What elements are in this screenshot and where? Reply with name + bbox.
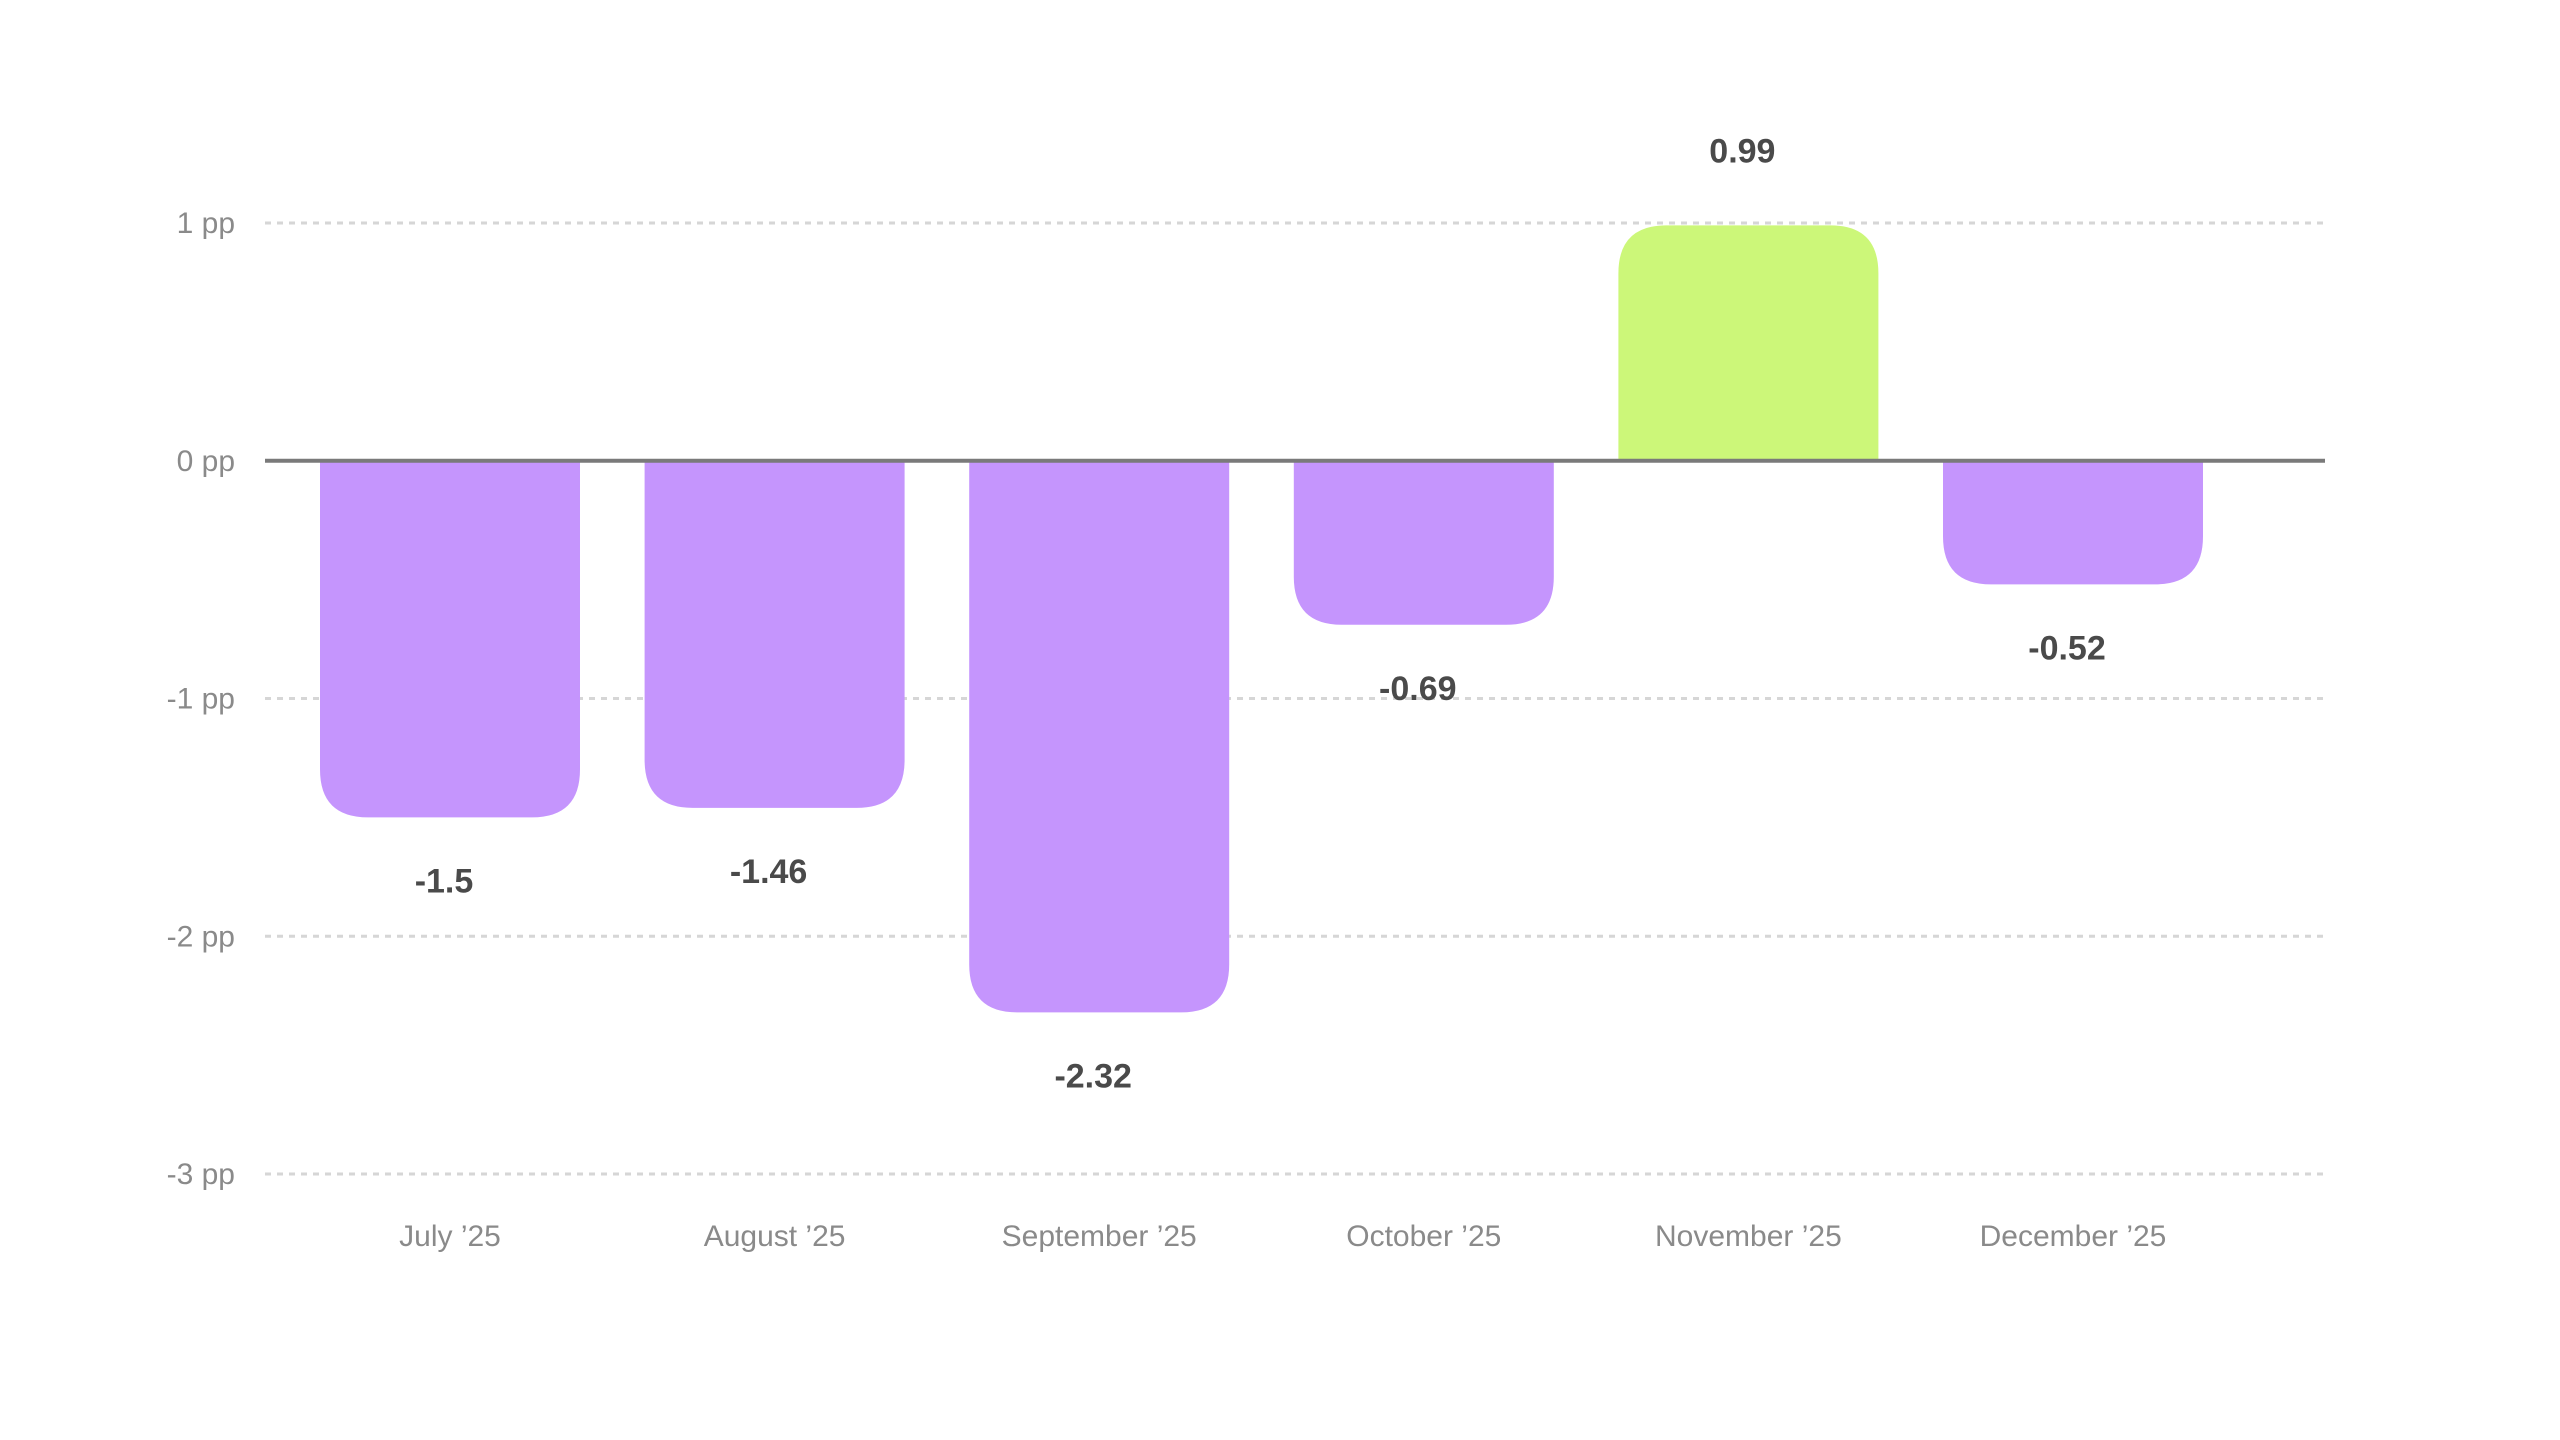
y-tick-label: 1 pp bbox=[177, 207, 235, 240]
x-tick-label: September ’25 bbox=[1002, 1220, 1197, 1253]
value-label: -0.69 bbox=[1379, 670, 1457, 708]
y-tick-label: -1 pp bbox=[167, 683, 235, 716]
bars bbox=[320, 225, 2203, 1013]
bar bbox=[1618, 225, 1879, 461]
x-tick-label: November ’25 bbox=[1655, 1220, 1842, 1253]
gridlines bbox=[265, 221, 2325, 1176]
value-label: -1.46 bbox=[730, 853, 808, 891]
bar bbox=[1293, 460, 1554, 625]
y-tick-label: 0 pp bbox=[177, 445, 235, 478]
bar bbox=[969, 460, 1230, 1013]
value-label: -1.5 bbox=[415, 862, 474, 900]
x-tick-label: October ’25 bbox=[1346, 1220, 1501, 1253]
value-label: -2.32 bbox=[1054, 1057, 1132, 1095]
x-tick-label: August ’25 bbox=[704, 1220, 846, 1253]
x-tick-label: December ’25 bbox=[1980, 1220, 2167, 1253]
value-label: -0.52 bbox=[2028, 629, 2106, 667]
bar bbox=[644, 460, 905, 808]
y-tick-label: -3 pp bbox=[167, 1158, 235, 1191]
x-tick-label: July ’25 bbox=[399, 1220, 501, 1253]
bar bbox=[1943, 460, 2203, 585]
y-axis-ticks: 1 pp 0 pp -1 pp -2 pp -3 pp bbox=[167, 207, 235, 1191]
bar bbox=[320, 460, 580, 818]
x-axis-labels: July ’25 August ’25 September ’25 October ’… bbox=[399, 1220, 2166, 1253]
value-labels: -1.5 -1.46 -2.32 -0.69 0.99 -0.52 bbox=[415, 132, 2106, 1095]
y-tick-label: -2 pp bbox=[167, 920, 235, 953]
value-label: 0.99 bbox=[1709, 132, 1775, 170]
